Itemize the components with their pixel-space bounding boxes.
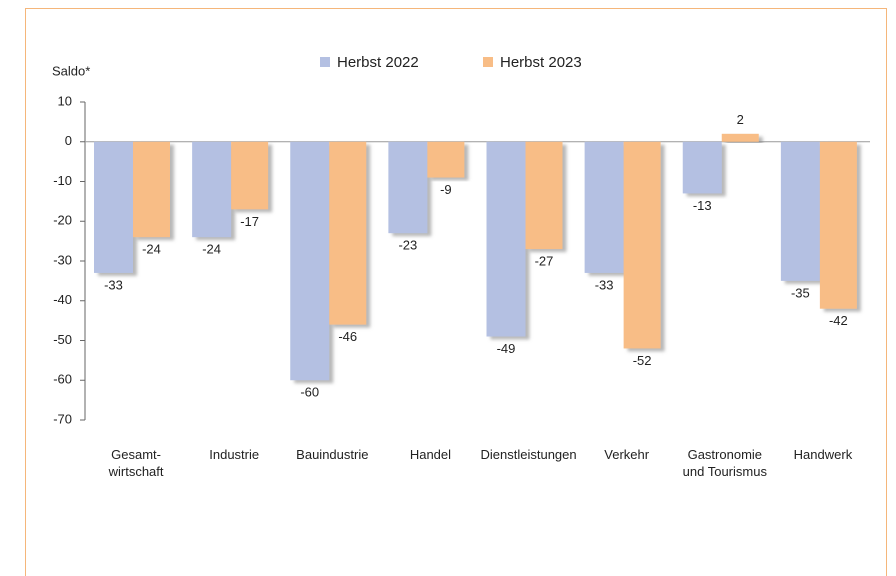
value-label: -33 bbox=[595, 277, 614, 292]
value-label: -60 bbox=[300, 385, 319, 400]
bar bbox=[780, 141, 820, 281]
value-label: -13 bbox=[693, 198, 712, 213]
value-label: -9 bbox=[440, 182, 452, 197]
y-tick-label: 0 bbox=[65, 133, 72, 148]
x-tick-label: Handwerk bbox=[794, 447, 853, 462]
y-tick-label: 10 bbox=[58, 93, 72, 108]
x-tick-label: Bauindustrie bbox=[296, 447, 368, 462]
x-tick-label: Handel bbox=[410, 447, 451, 462]
y-tick-label: -30 bbox=[53, 252, 72, 267]
value-label: -46 bbox=[338, 329, 357, 344]
bar bbox=[525, 141, 563, 250]
bar bbox=[231, 141, 269, 210]
x-tick-label: Verkehr bbox=[604, 447, 649, 462]
x-tick-label: Gesamt-wirtschaft bbox=[108, 447, 164, 479]
x-tick-label: Industrie bbox=[209, 447, 259, 462]
bar bbox=[486, 141, 526, 337]
value-label: -33 bbox=[104, 277, 123, 292]
y-tick-label: -10 bbox=[53, 173, 72, 188]
frame bbox=[25, 8, 887, 576]
value-label: -17 bbox=[240, 214, 259, 229]
y-tick-label: -20 bbox=[53, 213, 72, 228]
legend-swatch bbox=[483, 57, 493, 67]
value-label: -23 bbox=[398, 238, 417, 253]
bar bbox=[290, 141, 330, 381]
bar bbox=[682, 141, 722, 194]
legend-label: Herbst 2023 bbox=[500, 54, 582, 71]
value-label: -35 bbox=[791, 285, 810, 300]
value-label: -24 bbox=[142, 242, 161, 257]
value-label: -27 bbox=[535, 254, 554, 269]
y-tick-label: -40 bbox=[53, 292, 72, 307]
bar bbox=[427, 141, 465, 178]
y-tick-label: -50 bbox=[53, 332, 72, 347]
bar bbox=[388, 141, 428, 234]
legend-label: Herbst 2022 bbox=[337, 54, 419, 71]
x-tick-label: Gastronomie und Tourismus bbox=[683, 447, 768, 479]
value-label: 2 bbox=[737, 112, 744, 127]
y-tick-label: -70 bbox=[53, 411, 72, 426]
bar bbox=[94, 141, 133, 273]
bar bbox=[584, 141, 624, 273]
bar bbox=[721, 133, 759, 142]
bar bbox=[133, 141, 170, 238]
bar bbox=[192, 141, 232, 238]
value-label: -52 bbox=[633, 353, 652, 368]
bar bbox=[329, 141, 367, 325]
legend-swatch bbox=[320, 57, 330, 67]
x-tick-label: Dienstleistungen bbox=[481, 447, 577, 462]
y-tick-label: -60 bbox=[53, 372, 72, 387]
bar bbox=[819, 141, 857, 309]
value-label: -49 bbox=[497, 341, 516, 356]
y-axis-label: Saldo* bbox=[52, 63, 90, 78]
value-label: -42 bbox=[829, 313, 848, 328]
value-label: -24 bbox=[202, 242, 221, 257]
bar bbox=[623, 141, 661, 349]
